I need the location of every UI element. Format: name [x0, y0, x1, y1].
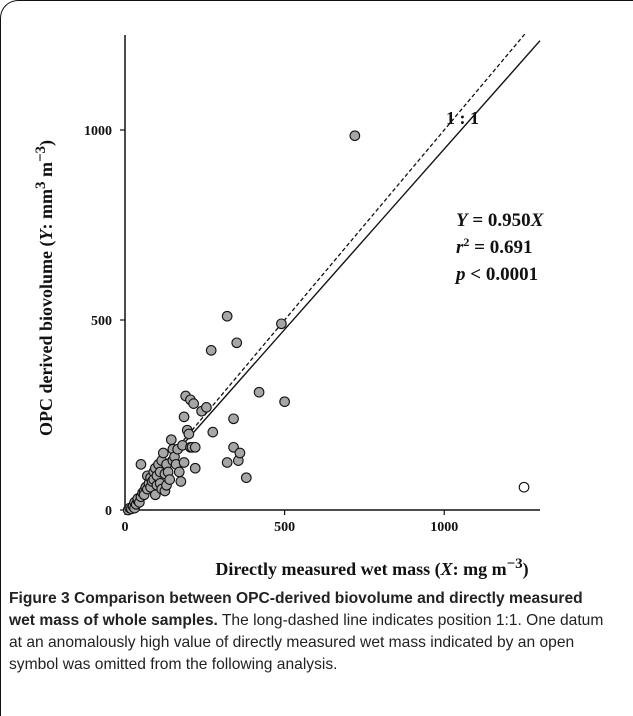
data-point [178, 457, 190, 468]
data-point [279, 396, 290, 408]
data-points [122, 130, 530, 516]
data-point [183, 428, 195, 440]
data-point [189, 441, 201, 453]
data-point [240, 472, 252, 484]
caption-body: The long-dashed line indicates position … [9, 612, 604, 673]
data-point [276, 318, 287, 330]
scatter-plot: 0 500 1000 0 500 1000 1 : 1 Y = 0.950X r2 = 0.6… [84, 32, 545, 535]
y-tick-label: 1000 [84, 124, 112, 139]
data-point [188, 398, 199, 409]
data-point [221, 310, 233, 322]
data-point [349, 130, 361, 142]
fit-lines [124, 32, 541, 511]
figure-caption: Figure 3 Comparison between OPC-derived … [9, 588, 609, 676]
x-tick-label: 500 [274, 520, 295, 535]
one-to-one-label: 1 : 1 [446, 108, 479, 128]
open-data-point [518, 481, 530, 493]
data-point [164, 474, 176, 485]
data-point [221, 457, 233, 468]
data-point [201, 402, 212, 413]
y-tick-label: 500 [91, 314, 112, 329]
data-point [178, 411, 190, 423]
data-point [253, 386, 265, 398]
x-tick-label: 1000 [430, 520, 458, 535]
y-axis-label: OPC derived biovolume (Y: mm3 m−3) [33, 139, 56, 437]
data-point [205, 345, 217, 356]
regression-line [124, 40, 541, 511]
data-point [207, 426, 219, 438]
r-squared-label: r2 = 0.691 [456, 235, 532, 258]
equation-label: Y = 0.950X [456, 210, 545, 231]
data-point [157, 447, 169, 459]
axes: 0 500 1000 0 500 1000 [84, 35, 540, 535]
data-point [135, 459, 147, 470]
data-point [175, 476, 187, 487]
y-tick-label: 0 [105, 504, 112, 519]
data-point [173, 466, 185, 478]
data-point [165, 434, 177, 446]
x-axis-label: Directly measured wet mass (X: mg m−3) [215, 556, 529, 579]
plot-annotations: 1 : 1 Y = 0.950X r2 = 0.691 p < 0.0001 [446, 108, 545, 285]
p-value-label: p < 0.0001 [454, 264, 538, 285]
x-tick-label: 0 [122, 520, 129, 535]
data-point [228, 413, 239, 425]
data-point [189, 462, 201, 474]
caption-title: Figure 3 Comparison between OPC-derived … [9, 590, 583, 629]
data-point [231, 337, 243, 349]
data-point [234, 447, 246, 459]
